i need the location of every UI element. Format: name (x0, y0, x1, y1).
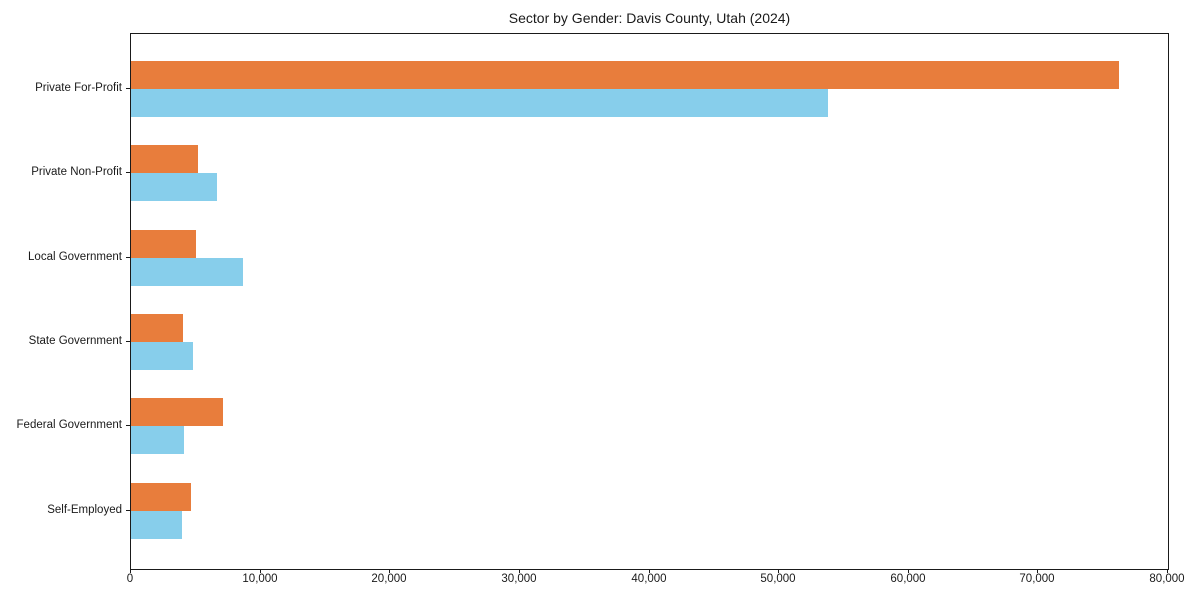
x-tick-50000 (778, 569, 779, 573)
y-tick-self-employed (126, 510, 130, 511)
bar-female-local-government (131, 257, 243, 286)
y-axis-label-self-employed: Self-Employed (47, 504, 122, 516)
x-axis-label-50000: 50,000 (760, 573, 796, 585)
x-tick-60000 (908, 569, 909, 573)
y-axis-label-private-non-profit: Private Non-Profit (31, 166, 122, 178)
bar-male-federal-government (131, 398, 223, 427)
bar-male-state-government (131, 314, 183, 343)
plot-area: Male Female (130, 33, 1169, 570)
x-axis-label-40000: 40,000 (631, 573, 667, 585)
y-tick-private-non-profit (126, 172, 130, 173)
x-axis-label-0: 0 (126, 573, 134, 585)
bar-male-self-employed (131, 482, 191, 511)
y-axis-label-local-government: Local Government (28, 251, 122, 263)
x-axis-label-30000: 30,000 (501, 573, 537, 585)
y-axis-label-private-for-profit: Private For-Profit (35, 82, 122, 94)
bar-female-private-for-profit (131, 89, 829, 117)
x-axis-label-80000: 80,000 (1149, 573, 1185, 585)
bar-female-private-non-profit (131, 173, 217, 202)
x-tick-80000 (1167, 569, 1168, 573)
y-tick-private-for-profit (126, 88, 130, 89)
y-tick-state-government (126, 341, 130, 342)
x-axis-label-20000: 20,000 (371, 573, 407, 585)
y-tick-federal-government (126, 425, 130, 426)
x-tick-70000 (1037, 569, 1038, 573)
bar-female-self-employed (131, 510, 182, 539)
x-tick-40000 (649, 569, 650, 573)
x-axis-label-70000: 70,000 (1019, 573, 1055, 585)
bar-male-private-non-profit (131, 145, 199, 174)
bar-male-private-for-profit (131, 61, 1119, 89)
x-tick-20000 (389, 569, 390, 573)
bar-female-federal-government (131, 426, 185, 455)
x-axis-label-60000: 60,000 (890, 573, 926, 585)
x-tick-10000 (260, 569, 261, 573)
y-axis-label-federal-government: Federal Government (16, 419, 122, 431)
x-tick-30000 (519, 569, 520, 573)
bar-female-state-government (131, 342, 194, 371)
x-axis-label-10000: 10,000 (242, 573, 278, 585)
bars-container (131, 34, 1168, 569)
y-axis-label-state-government: State Government (28, 335, 122, 347)
y-tick-local-government (126, 257, 130, 258)
bar-male-local-government (131, 229, 196, 258)
x-tick-0 (130, 569, 131, 573)
chart-title: Sector by Gender: Davis County, Utah (20… (508, 10, 791, 26)
